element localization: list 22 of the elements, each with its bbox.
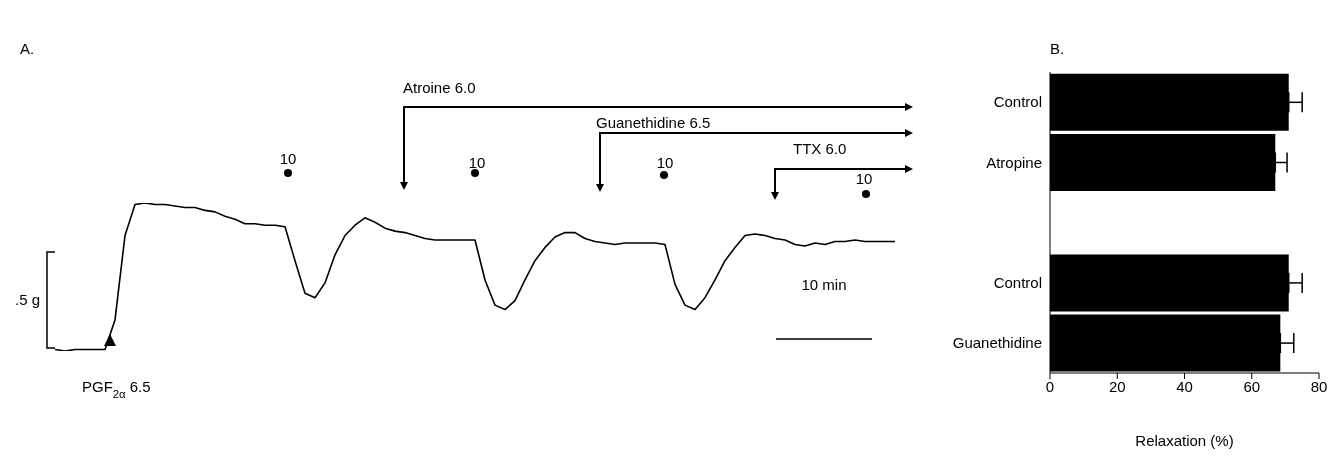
- text: 10: [855, 170, 873, 187]
- text: Guanethidine 6.5: [596, 114, 711, 131]
- x-tick-label: 0: [1045, 377, 1055, 395]
- annotation: 10 min: [801, 276, 847, 293]
- text: 10: [468, 154, 486, 171]
- text: 10: [279, 150, 297, 167]
- x-tick-label: 20: [1108, 377, 1126, 395]
- x-tick-label: 60: [1243, 377, 1261, 395]
- y-tick-label: Guanethidine: [952, 334, 1042, 352]
- chart-title: A.: [20, 40, 35, 57]
- text: PGF$_{2α}$ 6.5: [82, 378, 151, 400]
- text: 10: [656, 154, 674, 171]
- y-tick-label: Atropine: [986, 153, 1042, 171]
- y-tick-label: Control: [993, 274, 1042, 292]
- x-axis-title: Relaxation (%): [1135, 431, 1234, 449]
- x-tick-label: 80: [1310, 377, 1328, 395]
- y-tick-label: Control: [993, 93, 1042, 111]
- text: .5 g: [14, 291, 40, 308]
- x-tick-label: 40: [1176, 377, 1193, 395]
- text: TTX 6.0: [793, 140, 847, 157]
- text: Atroine 6.0: [403, 79, 476, 96]
- chart-title: B.: [1050, 40, 1065, 57]
